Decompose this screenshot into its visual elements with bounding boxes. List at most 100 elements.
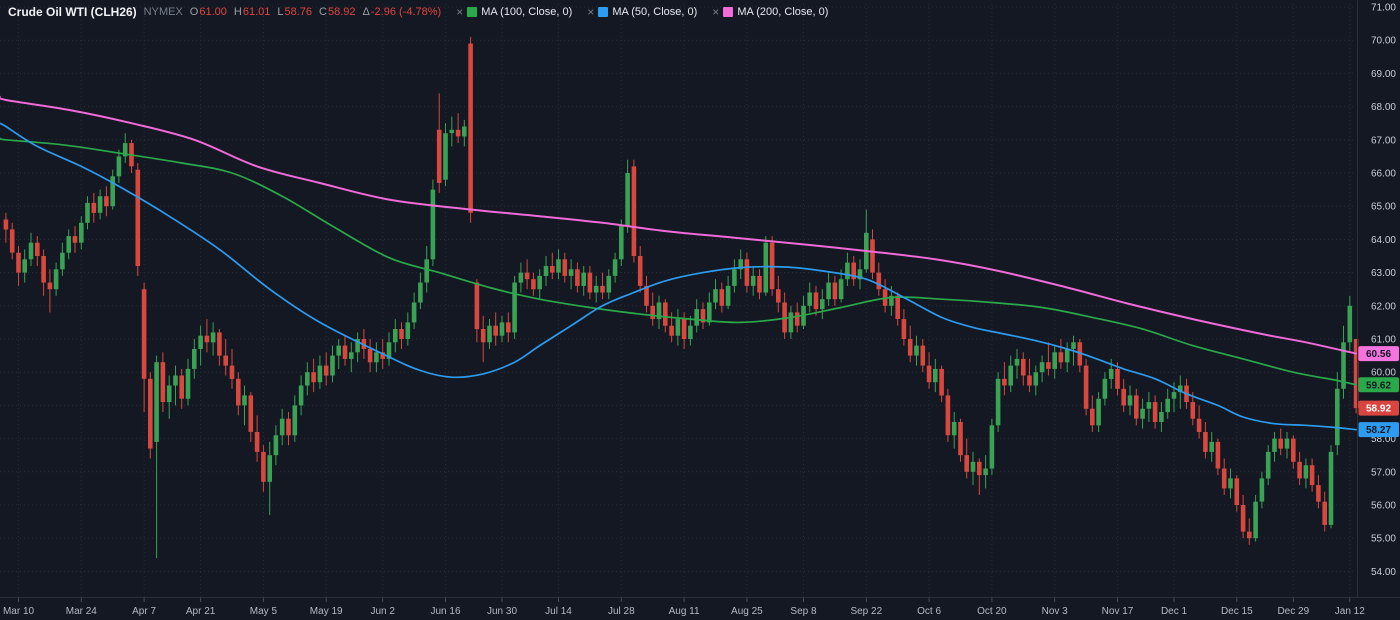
candle[interactable] <box>606 269 612 300</box>
candle[interactable] <box>794 302 800 333</box>
candle[interactable] <box>9 222 15 260</box>
candle[interactable] <box>355 332 360 363</box>
candle[interactable] <box>926 352 932 389</box>
remove-indicator-icon[interactable]: × <box>712 5 720 19</box>
candle[interactable] <box>449 116 455 147</box>
candle[interactable] <box>323 352 329 386</box>
candle[interactable] <box>349 342 354 373</box>
candle[interactable] <box>556 249 561 280</box>
candle[interactable] <box>79 216 84 250</box>
symbol-title[interactable]: Crude Oil WTI (CLH26) <box>8 5 137 19</box>
candle[interactable] <box>782 292 787 340</box>
ma50-label[interactable]: MA (50, Close, 0) <box>612 6 698 18</box>
ma-50-line[interactable] <box>0 122 1357 431</box>
candle[interactable] <box>524 259 530 290</box>
candle[interactable] <box>1328 445 1334 529</box>
candle[interactable] <box>418 272 423 310</box>
candle[interactable] <box>732 259 737 293</box>
candle[interactable] <box>286 412 291 446</box>
candle[interactable] <box>499 315 505 343</box>
candle[interactable] <box>1115 362 1120 396</box>
candle[interactable] <box>694 299 699 333</box>
candle[interactable] <box>1335 372 1340 456</box>
candle[interactable] <box>1234 475 1240 512</box>
candle[interactable] <box>631 159 637 263</box>
candle[interactable] <box>411 292 417 330</box>
candle[interactable] <box>650 292 655 326</box>
candle[interactable] <box>895 292 900 326</box>
candle[interactable] <box>1039 355 1045 383</box>
candle[interactable] <box>72 226 78 253</box>
candle[interactable] <box>901 309 907 346</box>
candle[interactable] <box>1291 435 1296 469</box>
candle[interactable] <box>1278 428 1283 456</box>
remove-indicator-icon[interactable]: × <box>587 5 595 19</box>
candle[interactable] <box>1347 295 1353 353</box>
candle[interactable] <box>179 368 184 409</box>
candle[interactable] <box>1064 342 1070 373</box>
candle[interactable] <box>750 266 756 296</box>
candle[interactable] <box>41 249 46 296</box>
candle[interactable] <box>443 123 448 187</box>
candle[interactable] <box>1033 365 1039 396</box>
candle[interactable] <box>455 113 461 144</box>
candle[interactable] <box>1027 358 1032 393</box>
candle[interactable] <box>637 246 643 293</box>
candle[interactable] <box>1021 352 1026 386</box>
candle[interactable] <box>1083 358 1089 416</box>
candle[interactable] <box>104 186 109 217</box>
candle[interactable] <box>330 345 335 383</box>
candle[interactable] <box>22 249 27 283</box>
candle[interactable] <box>148 372 153 459</box>
candle[interactable] <box>236 372 241 416</box>
candle[interactable] <box>688 315 693 346</box>
candle[interactable] <box>807 282 812 313</box>
candle[interactable] <box>568 259 574 290</box>
candle[interactable] <box>474 279 480 343</box>
candle[interactable] <box>1165 388 1170 419</box>
candle[interactable] <box>399 322 404 349</box>
candle[interactable] <box>135 163 141 276</box>
date-axis[interactable]: Mar 10 Mar 24 Apr 7 Apr 21 May 5 May 19 Jun 2 J… <box>3 598 1365 617</box>
candle[interactable] <box>820 289 825 320</box>
candle[interactable] <box>939 365 944 403</box>
candle[interactable] <box>1196 405 1202 439</box>
candle[interactable] <box>173 365 178 406</box>
candle[interactable] <box>1090 395 1095 432</box>
candle[interactable] <box>267 441 272 515</box>
candle[interactable] <box>593 275 599 303</box>
ma200-price-badge[interactable]: 60.56 <box>1358 346 1400 362</box>
candle[interactable] <box>531 272 536 296</box>
candle[interactable] <box>1146 392 1152 422</box>
candle[interactable] <box>242 385 247 426</box>
candle[interactable] <box>393 319 398 353</box>
candle[interactable] <box>229 349 235 389</box>
candle[interactable] <box>776 275 781 313</box>
candle[interactable] <box>543 256 549 286</box>
candle[interactable] <box>1077 339 1083 373</box>
candle[interactable] <box>838 269 844 303</box>
remove-indicator-icon[interactable]: × <box>456 5 464 19</box>
candle[interactable] <box>512 275 517 339</box>
candle[interactable] <box>537 269 542 300</box>
candle[interactable] <box>223 339 228 376</box>
candle[interactable] <box>298 375 304 416</box>
ma100-label[interactable]: MA (100, Close, 0) <box>481 6 573 18</box>
candle[interactable] <box>907 325 913 363</box>
candle[interactable] <box>493 312 498 346</box>
candle[interactable] <box>719 282 725 313</box>
candle[interactable] <box>738 249 743 280</box>
candle[interactable] <box>311 358 316 393</box>
candle[interactable] <box>110 169 115 210</box>
candle[interactable] <box>876 262 882 296</box>
candle[interactable] <box>832 275 838 306</box>
candle[interactable] <box>1303 458 1309 489</box>
candle[interactable] <box>1203 422 1208 459</box>
candle[interactable] <box>744 252 750 293</box>
candle[interactable] <box>1322 491 1327 532</box>
candle[interactable] <box>675 309 681 346</box>
candle[interactable] <box>1121 378 1126 412</box>
candle[interactable] <box>292 395 298 442</box>
